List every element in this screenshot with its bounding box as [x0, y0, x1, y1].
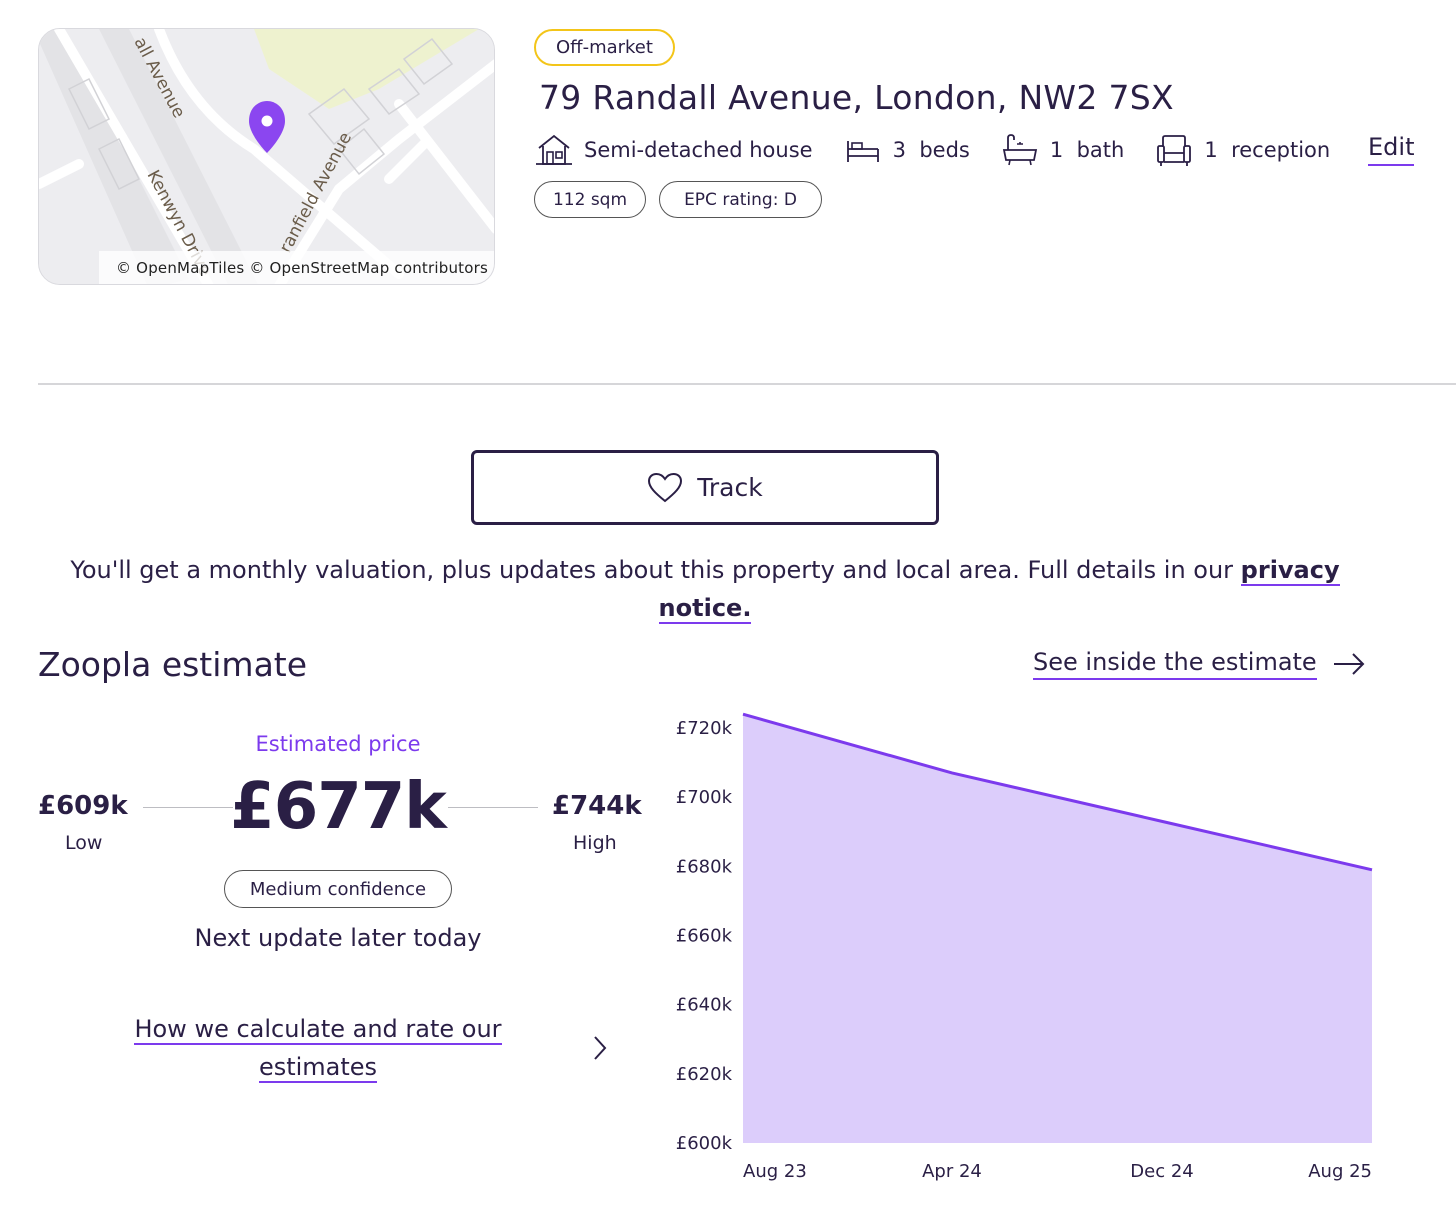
how-we-calculate-label: How we calculate and rate our estimates: [134, 1015, 502, 1083]
confidence-badge: Medium confidence: [224, 870, 452, 908]
location-map[interactable]: all Avenue Kenwyn Drive ranfield Avenue …: [38, 28, 495, 285]
track-button[interactable]: Track: [471, 450, 939, 525]
feature-label: beds: [919, 138, 970, 162]
map-pin-icon: [249, 101, 285, 153]
feature-property-type: Semi-detached house: [536, 132, 813, 168]
high-estimate-value: £744k: [552, 791, 642, 821]
sofa-icon: [1157, 135, 1192, 166]
x-tick-label: Apr 24: [922, 1161, 982, 1182]
bed-icon: [846, 141, 879, 162]
status-badge: Off-market: [534, 29, 675, 66]
y-tick-label: £640k: [676, 995, 733, 1016]
y-tick-label: £660k: [676, 926, 733, 947]
house-icon: [536, 134, 572, 165]
epc-pill: EPC rating: D: [659, 181, 822, 218]
range-line-right: [448, 807, 538, 808]
feature-value: 3: [892, 138, 906, 162]
heart-icon: [648, 472, 683, 502]
y-tick-label: £680k: [676, 856, 733, 877]
arrow-right-icon: [1333, 653, 1365, 675]
feature-receptions: 1 reception: [1156, 132, 1330, 168]
chevron-right-icon[interactable]: [590, 1034, 610, 1062]
estimated-price-label: Estimated price: [255, 732, 421, 756]
map-canvas: all Avenue Kenwyn Drive ranfield Avenue: [39, 29, 494, 284]
next-update-text: Next update later today: [194, 924, 482, 952]
page-title: 79 Randall Avenue, London, NW2 7SX: [539, 78, 1174, 117]
y-tick-label: £720k: [676, 718, 733, 739]
feature-value: 1: [1049, 138, 1064, 162]
feature-label: bath: [1076, 138, 1125, 162]
y-tick-label: £700k: [676, 787, 733, 808]
x-tick-label: Dec 24: [1130, 1161, 1193, 1182]
privacy-notice-link[interactable]: privacy notice.: [658, 556, 1340, 624]
see-inside-label: See inside the estimate: [1033, 648, 1317, 680]
chart-area: [743, 714, 1372, 1143]
bath-icon: [1002, 134, 1037, 166]
feature-value: 1: [1204, 138, 1218, 162]
x-tick-label: Aug 25: [1308, 1161, 1372, 1182]
track-button-label: Track: [697, 473, 763, 502]
y-tick-label: £620k: [676, 1064, 733, 1085]
track-notice-text: You'll get a monthly valuation, plus upd…: [70, 556, 1241, 584]
feature-label: reception: [1231, 138, 1331, 162]
feature-beds: 3 beds: [845, 132, 970, 168]
see-inside-estimate-link[interactable]: See inside the estimate: [1033, 648, 1365, 680]
track-notice: You'll get a monthly valuation, plus upd…: [30, 551, 1380, 627]
edit-details-link[interactable]: Edit: [1368, 133, 1415, 166]
section-title: Zoopla estimate: [38, 645, 308, 684]
range-line-left: [143, 807, 233, 808]
map-attribution: © OpenMapTiles © OpenStreetMap contribut…: [99, 251, 494, 284]
property-features: Semi-detached house 3 beds 1 bath 1 rece…: [536, 131, 1362, 169]
estimated-price: £677k: [230, 770, 447, 844]
feature-baths: 1 bath: [1002, 132, 1124, 168]
how-we-calculate-link[interactable]: How we calculate and rate our estimates: [108, 1010, 528, 1086]
chart-line: [742, 712, 1373, 872]
x-tick-label: Aug 23: [743, 1161, 807, 1182]
low-estimate-value: £609k: [38, 791, 128, 821]
estimate-history-chart: £600k £620k £640k £660k £680k £700k £720k Aug 2…: [676, 712, 1373, 1182]
y-tick-label: £600k: [676, 1133, 733, 1154]
section-divider: [38, 383, 1456, 385]
feature-label: Semi-detached house: [584, 138, 813, 162]
size-pill: 112 sqm: [534, 181, 646, 218]
low-estimate-label: Low: [65, 832, 103, 854]
high-estimate-label: High: [573, 832, 617, 854]
